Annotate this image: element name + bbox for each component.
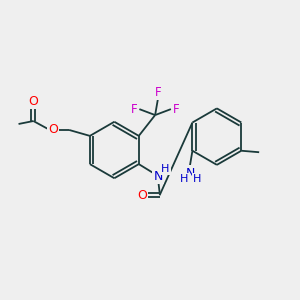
Text: F: F bbox=[131, 103, 138, 116]
Text: N: N bbox=[153, 169, 163, 182]
Text: F: F bbox=[155, 86, 161, 99]
Text: F: F bbox=[172, 103, 179, 116]
Text: N: N bbox=[186, 167, 196, 179]
Text: O: O bbox=[28, 94, 38, 108]
Text: H: H bbox=[180, 174, 188, 184]
Text: H: H bbox=[193, 174, 201, 184]
Text: O: O bbox=[48, 123, 58, 136]
Text: H: H bbox=[161, 164, 170, 174]
Text: O: O bbox=[137, 189, 147, 202]
